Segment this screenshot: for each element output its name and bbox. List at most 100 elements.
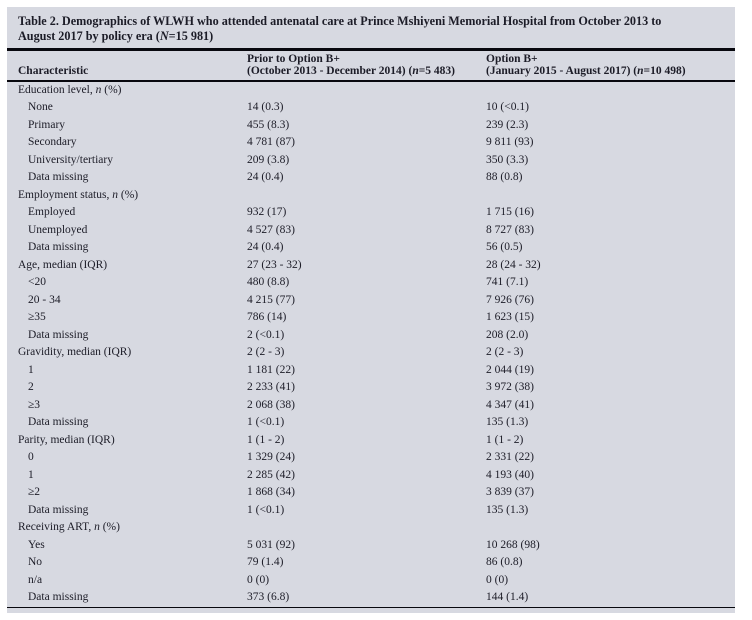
table-row: Education level, n (%): [7, 82, 735, 100]
title-sample-size-n: N: [159, 28, 169, 43]
row-value-prior-option-b: 0 (0): [247, 573, 270, 586]
row-characteristic-label: 0: [28, 451, 34, 464]
title-rule: [7, 48, 735, 51]
row-characteristic-label: Data missing: [28, 171, 89, 184]
row-value-option-b: 0 (0): [486, 573, 509, 586]
row-value-prior-option-b: 455 (8.3): [247, 118, 290, 131]
table-row: 2 2 233 (41) 3 972 (38): [7, 379, 735, 397]
row-characteristic-label: Yes: [28, 538, 45, 551]
table-row: 1 2 285 (42) 4 193 (40): [7, 467, 735, 485]
table-row: 20 - 34 4 215 (77) 7 926 (76): [7, 292, 735, 310]
table-row: ≥2 1 868 (34) 3 839 (37): [7, 484, 735, 502]
row-characteristic-label: 1: [28, 363, 34, 376]
row-characteristic-label: None: [28, 101, 53, 114]
row-characteristic-label: Employment status, n (%): [18, 188, 139, 201]
row-value-prior-option-b: 24 (0.4): [247, 171, 284, 184]
header-rule: [7, 80, 735, 82]
header-option-line2: (January 2015 - August 2017) (n=10 498): [486, 64, 686, 77]
table-row: Gravidity, median (IQR) 2 (2 - 3) 2 (2 -…: [7, 344, 735, 362]
row-value-prior-option-b: 14 (0.3): [247, 101, 284, 114]
table-row: Data missing 1 (<0.1) 135 (1.3): [7, 502, 735, 520]
row-value-prior-option-b: [247, 519, 486, 537]
table-row: ≥3 2 068 (38) 4 347 (41): [7, 397, 735, 415]
header-prior-line1: Prior to Option B+: [247, 53, 340, 65]
row-value-option-b: 2 331 (22): [486, 451, 534, 464]
row-value-option-b: 1 715 (16): [486, 206, 534, 219]
row-value-prior-option-b: 373 (6.8): [247, 591, 290, 604]
row-value-prior-option-b: 1 (<0.1): [247, 416, 285, 429]
header-prior-line2: (October 2013 - December 2014) (n=5 483): [247, 64, 455, 77]
row-value-prior-option-b: 786 (14): [247, 311, 287, 324]
row-value-prior-option-b: 2 (2 - 3): [247, 346, 285, 359]
table-row: Data missing 24 (0.4) 88 (0.8): [7, 169, 735, 187]
row-characteristic-label: Age, median (IQR): [18, 258, 108, 271]
table-header-row: Characteristic Prior to Option B+ (Octob…: [7, 51, 735, 77]
row-value-prior-option-b: 480 (8.8): [247, 276, 290, 289]
table-row: n/a 0 (0) 0 (0): [7, 572, 735, 590]
row-value-option-b: 135 (1.3): [486, 416, 529, 429]
table-row: No 79 (1.4) 86 (0.8): [7, 554, 735, 572]
row-value-prior-option-b: 1 181 (22): [247, 363, 295, 376]
row-value-prior-option-b: 2 285 (42): [247, 468, 295, 481]
row-characteristic-label: Parity, median (IQR): [18, 433, 115, 446]
row-value-prior-option-b: 5 031 (92): [247, 538, 295, 551]
table-row: Secondary 4 781 (87) 9 811 (93): [7, 134, 735, 152]
table-row: Employment status, n (%): [7, 187, 735, 205]
row-value-prior-option-b: 27 (23 - 32): [247, 258, 302, 271]
row-characteristic-label: n/a: [28, 573, 43, 586]
header-prior-option-b: Prior to Option B+ (October 2013 - Decem…: [247, 53, 486, 77]
table-row: Age, median (IQR) 27 (23 - 32) 28 (24 - …: [7, 257, 735, 275]
row-value-prior-option-b: 4 781 (87): [247, 136, 295, 149]
table-row: Employed 932 (17) 1 715 (16): [7, 204, 735, 222]
row-characteristic-label: Data missing: [28, 416, 89, 429]
row-value-option-b: 28 (24 - 32): [486, 258, 541, 271]
row-value-option-b: 88 (0.8): [486, 171, 523, 184]
row-value-option-b: 144 (1.4): [486, 591, 529, 604]
row-characteristic-label: ≥2: [28, 486, 41, 499]
row-value-option-b: 7 926 (76): [486, 293, 534, 306]
row-value-option-b: 1 (1 - 2): [486, 433, 524, 446]
row-value-prior-option-b: 1 329 (24): [247, 451, 295, 464]
row-value-option-b: 741 (7.1): [486, 276, 529, 289]
row-value-option-b: 4 193 (40): [486, 468, 534, 481]
row-value-option-b: 86 (0.8): [486, 556, 523, 569]
row-characteristic-label: Data missing: [28, 328, 89, 341]
row-characteristic-label: 20 - 34: [28, 293, 61, 306]
header-characteristic: Characteristic: [18, 64, 89, 77]
table-row: Unemployed 4 527 (83) 8 727 (83): [7, 222, 735, 240]
table-body: Education level, n (%) None 14 (0.3) 10 …: [7, 82, 735, 607]
row-value-prior-option-b: 1 (<0.1): [247, 503, 285, 516]
row-characteristic-label: <20: [28, 276, 46, 289]
table-row: Data missing 24 (0.4) 56 (0.5): [7, 239, 735, 257]
row-value-prior-option-b: 79 (1.4): [247, 556, 284, 569]
table-row: Data missing 373 (6.8) 144 (1.4): [7, 589, 735, 607]
row-characteristic-label: No: [28, 556, 43, 569]
row-value-prior-option-b: [247, 82, 486, 100]
row-characteristic-label: Secondary: [28, 136, 77, 149]
row-value-option-b: 10 268 (98): [486, 538, 540, 551]
row-value-prior-option-b: 4 527 (83): [247, 223, 295, 236]
table-title-line2: August 2017 by policy era (N=15 981): [18, 28, 214, 43]
table-row: Parity, median (IQR) 1 (1 - 2) 1 (1 - 2): [7, 432, 735, 450]
row-value-prior-option-b: 2 233 (41): [247, 381, 295, 394]
table-row: 0 1 329 (24) 2 331 (22): [7, 449, 735, 467]
row-characteristic-label: Education level, n (%): [18, 83, 122, 96]
row-value-option-b: 2 (2 - 3): [486, 346, 524, 359]
row-value-option-b: [486, 187, 735, 205]
table-title-line1: Table 2. Demographics of WLWH who attend…: [18, 14, 662, 28]
row-characteristic-label: Unemployed: [28, 223, 88, 236]
row-value-option-b: 350 (3.3): [486, 153, 529, 166]
row-value-option-b: 2 044 (19): [486, 363, 534, 376]
row-characteristic-label: Data missing: [28, 241, 89, 254]
table-row: Data missing 2 (<0.1) 208 (2.0): [7, 327, 735, 345]
row-characteristic-label: Gravidity, median (IQR): [18, 346, 132, 359]
table-row: None 14 (0.3) 10 (<0.1): [7, 99, 735, 117]
row-value-option-b: 9 811 (93): [486, 136, 534, 149]
row-characteristic-label: ≥3: [28, 398, 41, 411]
row-value-option-b: [486, 82, 735, 100]
table-row: University/tertiary 209 (3.8) 350 (3.3): [7, 152, 735, 170]
row-value-option-b: 4 347 (41): [486, 398, 534, 411]
table-title: Table 2. Demographics of WLWH who attend…: [7, 7, 735, 43]
row-value-option-b: 56 (0.5): [486, 241, 523, 254]
row-value-option-b: 135 (1.3): [486, 503, 529, 516]
